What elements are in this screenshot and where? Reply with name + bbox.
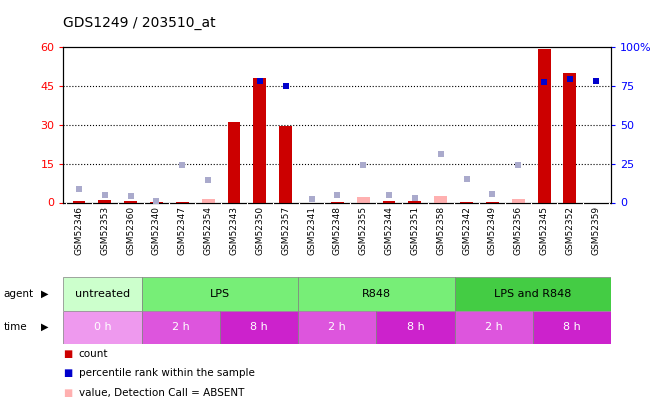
Text: GSM52353: GSM52353 — [100, 206, 110, 256]
Bar — [142, 277, 298, 311]
Text: GSM52344: GSM52344 — [385, 206, 393, 255]
Text: percentile rank within the sample: percentile rank within the sample — [79, 369, 255, 378]
Bar — [298, 277, 455, 311]
Bar — [533, 311, 611, 344]
Text: R848: R848 — [362, 289, 391, 299]
Text: agent: agent — [3, 289, 33, 299]
Text: 2 h: 2 h — [485, 322, 503, 332]
Bar — [434, 196, 447, 202]
Text: GSM52354: GSM52354 — [204, 206, 212, 255]
Bar — [142, 311, 220, 344]
Bar — [98, 200, 112, 202]
Bar — [220, 311, 298, 344]
Bar — [455, 277, 611, 311]
Text: GSM52340: GSM52340 — [152, 206, 161, 255]
Bar — [512, 198, 524, 202]
Bar — [228, 122, 240, 202]
Text: GSM52359: GSM52359 — [591, 206, 601, 256]
Text: 2 h: 2 h — [172, 322, 190, 332]
Text: time: time — [3, 322, 27, 332]
Text: ■: ■ — [63, 388, 73, 398]
Text: GSM52347: GSM52347 — [178, 206, 187, 255]
Text: GSM52356: GSM52356 — [514, 206, 522, 256]
Text: GSM52349: GSM52349 — [488, 206, 497, 255]
Text: ■: ■ — [63, 369, 73, 378]
Bar — [279, 126, 292, 202]
Text: GSM52341: GSM52341 — [307, 206, 316, 255]
Text: LPS: LPS — [210, 289, 230, 299]
Text: GSM52358: GSM52358 — [436, 206, 445, 256]
Text: GSM52352: GSM52352 — [565, 206, 574, 255]
Bar — [377, 311, 455, 344]
Text: 2 h: 2 h — [329, 322, 346, 332]
Text: 0 h: 0 h — [94, 322, 112, 332]
Text: ▶: ▶ — [41, 322, 49, 332]
Bar — [563, 72, 576, 202]
Text: GSM52351: GSM52351 — [410, 206, 420, 256]
Text: 8 h: 8 h — [250, 322, 268, 332]
Text: GSM52345: GSM52345 — [540, 206, 548, 255]
Bar — [298, 311, 377, 344]
Bar — [73, 201, 86, 202]
Bar — [63, 277, 142, 311]
Bar — [202, 198, 214, 202]
Text: GSM52350: GSM52350 — [255, 206, 265, 256]
Text: GSM52355: GSM52355 — [359, 206, 367, 256]
Text: GSM52342: GSM52342 — [462, 206, 471, 255]
Text: value, Detection Call = ABSENT: value, Detection Call = ABSENT — [79, 388, 244, 398]
Text: GSM52357: GSM52357 — [281, 206, 290, 256]
Text: LPS and R848: LPS and R848 — [494, 289, 572, 299]
Text: GSM52348: GSM52348 — [333, 206, 342, 255]
Text: ▶: ▶ — [41, 289, 49, 299]
Bar — [455, 311, 533, 344]
Bar — [383, 201, 395, 202]
Text: ■: ■ — [63, 349, 73, 359]
Bar — [63, 311, 142, 344]
Text: 8 h: 8 h — [407, 322, 424, 332]
Text: count: count — [79, 349, 108, 359]
Text: GSM52346: GSM52346 — [74, 206, 84, 255]
Text: GDS1249 / 203510_at: GDS1249 / 203510_at — [63, 16, 216, 30]
Bar — [538, 49, 550, 202]
Text: untreated: untreated — [75, 289, 130, 299]
Bar — [253, 78, 267, 202]
Bar — [357, 197, 369, 202]
Text: 8 h: 8 h — [563, 322, 581, 332]
Bar — [124, 201, 137, 202]
Text: GSM52360: GSM52360 — [126, 206, 135, 256]
Bar — [408, 201, 422, 202]
Text: GSM52343: GSM52343 — [230, 206, 238, 255]
